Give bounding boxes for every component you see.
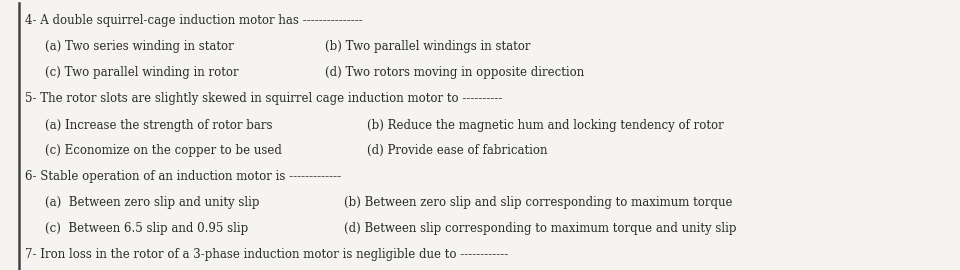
Text: (b) Between zero slip and slip corresponding to maximum torque: (b) Between zero slip and slip correspon… [344,196,732,210]
Text: (c) Economize on the copper to be used: (c) Economize on the copper to be used [45,144,282,157]
Text: 4- A double squirrel-cage induction motor has ---------------: 4- A double squirrel-cage induction moto… [25,14,362,27]
Text: (b) Two parallel windings in stator: (b) Two parallel windings in stator [324,40,530,53]
Text: (a) Increase the strength of rotor bars: (a) Increase the strength of rotor bars [45,119,273,131]
Text: (a)  Between zero slip and unity slip: (a) Between zero slip and unity slip [45,196,260,210]
Text: (d) Between slip corresponding to maximum torque and unity slip: (d) Between slip corresponding to maximu… [344,222,736,235]
Text: (a) Two series winding in stator: (a) Two series winding in stator [45,40,234,53]
Text: (c) Two parallel winding in rotor: (c) Two parallel winding in rotor [45,66,239,79]
Text: (c)  Between 6.5 slip and 0.95 slip: (c) Between 6.5 slip and 0.95 slip [45,222,249,235]
Text: 5- The rotor slots are slightly skewed in squirrel cage induction motor to -----: 5- The rotor slots are slightly skewed i… [25,92,502,105]
Text: 7- Iron loss in the rotor of a 3-phase induction motor is negligible due to ----: 7- Iron loss in the rotor of a 3-phase i… [25,248,508,261]
Text: (d) Provide ease of fabrication: (d) Provide ease of fabrication [367,144,547,157]
Text: (b) Reduce the magnetic hum and locking tendency of rotor: (b) Reduce the magnetic hum and locking … [367,119,724,131]
Text: 6- Stable operation of an induction motor is -------------: 6- Stable operation of an induction moto… [25,170,341,183]
Text: (d) Two rotors moving in opposite direction: (d) Two rotors moving in opposite direct… [324,66,584,79]
